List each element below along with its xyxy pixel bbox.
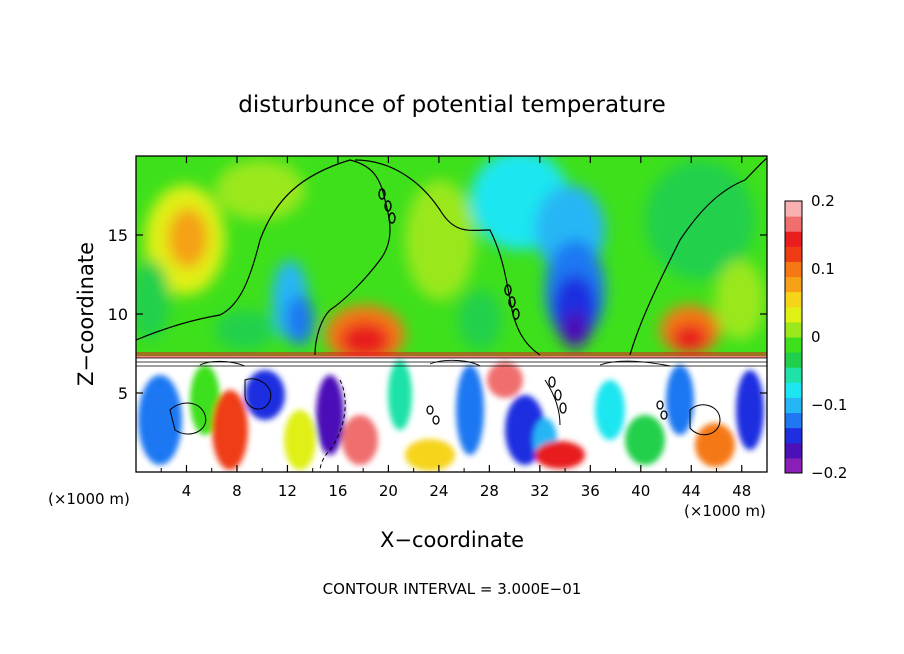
x-tick-label: 4 (182, 482, 192, 500)
colorbar-swatch (785, 231, 802, 247)
x-tick-label: 16 (328, 482, 347, 500)
x-tick-label: 20 (379, 482, 398, 500)
colorbar-swatch (785, 306, 802, 323)
colorbar-swatch (785, 337, 802, 353)
colorbar-swatch (785, 367, 802, 383)
x-tick-label: 24 (429, 482, 448, 500)
x-unit-label-left: (×1000 m) (48, 490, 130, 508)
colorbar-swatch (785, 261, 802, 278)
colorbar-swatch (785, 216, 802, 232)
colorbar-swatch (785, 352, 802, 368)
colorbar-tick-label: 0 (811, 328, 821, 346)
colorbar-tick-label: −0.1 (811, 396, 847, 414)
colorbar-swatch (785, 246, 802, 262)
x-tick-label: 40 (631, 482, 650, 500)
colorbar-ticks: 0.2 0.1 0 −0.1 −0.2 (811, 192, 847, 482)
y-tick-label: 10 (108, 305, 128, 324)
contour-interval-label: CONTOUR INTERVAL = 3.000E−01 (323, 580, 582, 598)
x-tick-label: 12 (278, 482, 297, 500)
colorbar-swatch (785, 321, 802, 338)
x-tick-label: 28 (480, 482, 499, 500)
x-tick-label: 36 (581, 482, 600, 500)
y-tick-label: 15 (108, 226, 128, 245)
colorbar-swatch (785, 442, 802, 459)
colorbar-tick-label: 0.2 (811, 192, 835, 210)
x-tick-label: 48 (732, 482, 751, 500)
colorbar-frame (784, 200, 803, 474)
x-tick-label: 8 (232, 482, 242, 500)
x-axis-label: X−coordinate (380, 528, 524, 552)
colorbar-swatch (785, 291, 802, 308)
colorbar-swatch (785, 201, 802, 217)
chart-title: disturbunce of potential temperature (238, 92, 666, 118)
y-tick-label: 5 (118, 384, 128, 403)
colorbar-tick-label: 0.1 (811, 260, 835, 278)
colorbar-swatch (785, 382, 802, 398)
contour-lines (136, 157, 767, 472)
colorbar (784, 200, 803, 474)
colorbar-swatch (785, 457, 802, 474)
y-axis-label: Z−coordinate (74, 242, 98, 386)
x-unit-label-right: (×1000 m) (684, 502, 766, 520)
colorbar-swatch (785, 412, 802, 429)
x-tick-label: 44 (682, 482, 701, 500)
colorbar-swatch (785, 427, 802, 444)
colorbar-tick-label: −0.2 (811, 464, 847, 482)
colorbar-swatch (785, 276, 802, 293)
x-axis: 4 8 12 16 20 24 28 32 36 40 44 48 (160, 156, 751, 500)
y-axis: 5 10 15 (108, 226, 767, 403)
x-tick-label: 32 (530, 482, 549, 500)
colorbar-swatch (785, 397, 802, 414)
